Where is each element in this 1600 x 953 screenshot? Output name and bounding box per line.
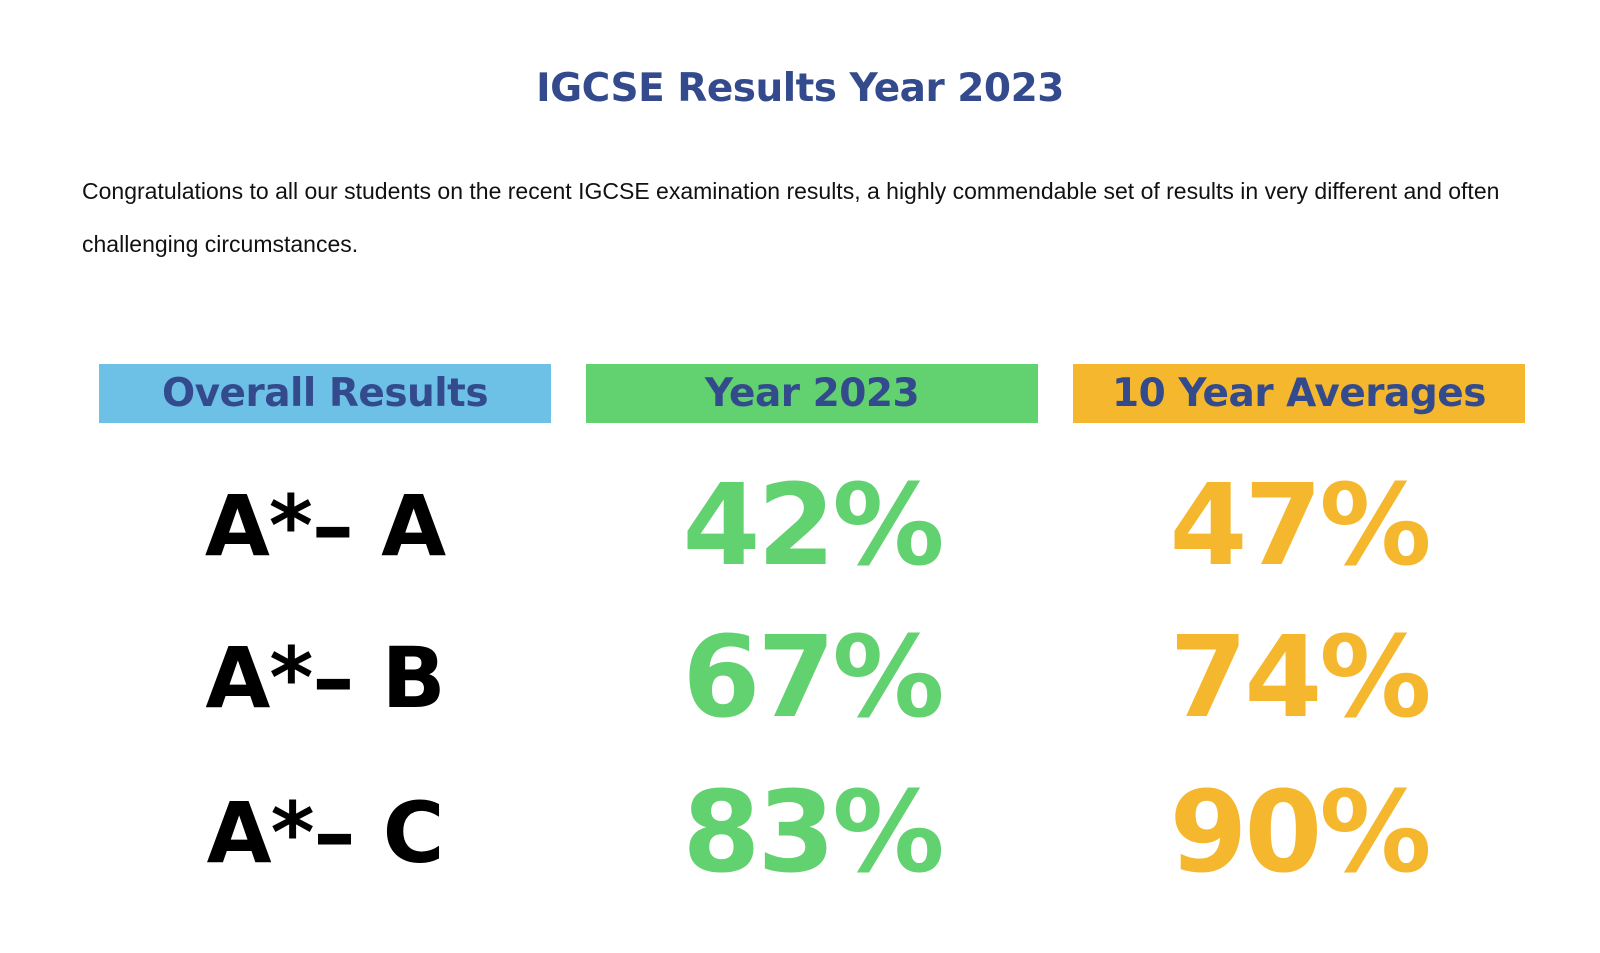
- year-2023-value-a-star-b: 67%: [682, 613, 944, 743]
- year-2023-value-a-star-c: 83%: [682, 768, 944, 898]
- intro-paragraph: Congratulations to all our students on t…: [82, 178, 1500, 257]
- overall-results-header: Overall Results: [99, 364, 551, 423]
- average-value-a-star-a: 47%: [1169, 461, 1431, 591]
- page-title: IGCSE Results Year 2023: [536, 66, 1064, 111]
- ten-year-averages-header: 10 Year Averages: [1073, 364, 1525, 423]
- average-value-a-star-c: 90%: [1169, 768, 1431, 898]
- grade-label-a-star-b: A*– B: [205, 629, 445, 727]
- year-2023-header: Year 2023: [586, 364, 1038, 423]
- average-value-a-star-b: 74%: [1169, 613, 1431, 743]
- grade-label-a-star-c: A*– C: [206, 784, 445, 882]
- year-2023-value-a-star-a: 42%: [682, 461, 944, 591]
- grade-label-a-star-a: A*– A: [204, 477, 446, 575]
